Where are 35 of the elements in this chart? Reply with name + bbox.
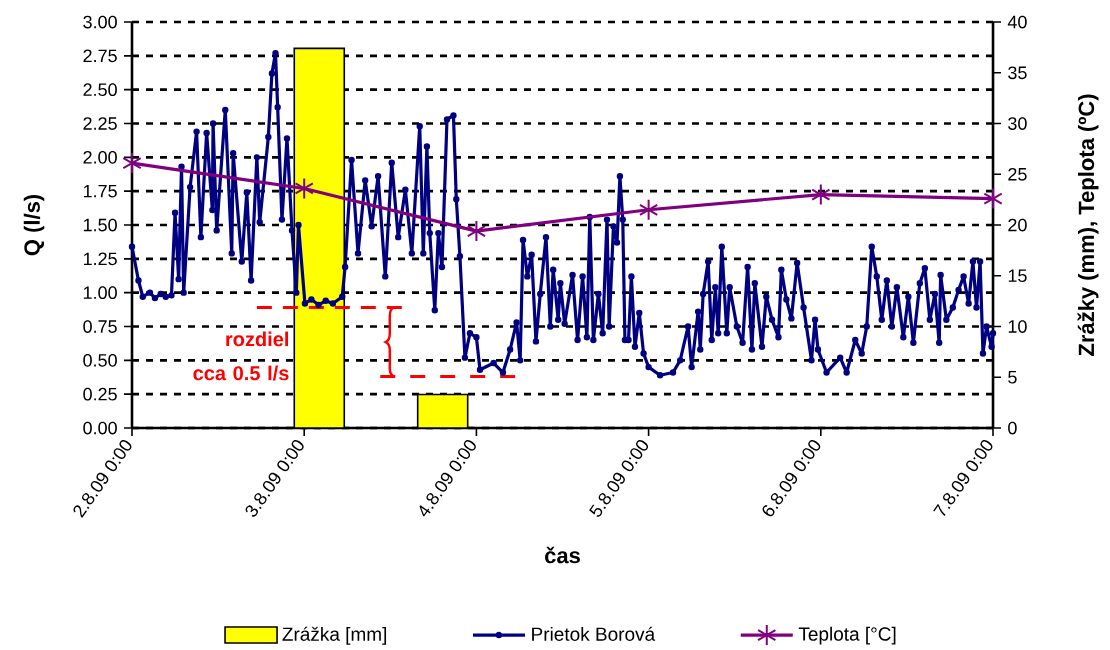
- y-tick-label: 0.00: [83, 421, 117, 435]
- y-axis-title: Q (l/s): [23, 194, 45, 256]
- y-tick-label: 2.75: [83, 49, 117, 63]
- y-tick-label: 3.00: [83, 15, 117, 29]
- y-tick-label: 2.25: [83, 117, 117, 130]
- y-tick-label: 0.25: [83, 387, 117, 401]
- point: [811, 183, 831, 206]
- y-tick-label: 2.50: [83, 83, 117, 97]
- legend-label: Teplota [°C]: [798, 626, 896, 645]
- annotation: rozdiel cca 0.5 l/s: [193, 331, 289, 381]
- y2-tick-label: 5: [1008, 370, 1017, 384]
- point: [122, 152, 142, 175]
- y2-tick-label: 10: [1008, 320, 1027, 333]
- y-tick-label: 1.75: [83, 184, 117, 198]
- point: [294, 177, 314, 200]
- y2-tick-label: 25: [1008, 167, 1027, 181]
- y2-tick-label: 20: [1008, 218, 1027, 232]
- y-tick-label: 2.00: [83, 150, 117, 164]
- x-axis-title: čas: [545, 546, 580, 564]
- y-tick-label: 1.25: [83, 252, 117, 266]
- point: [466, 220, 487, 243]
- y-tick-label: 1.50: [83, 218, 117, 232]
- y2-tick-label: 30: [1008, 117, 1027, 130]
- legend-label: Zrážka [mm]: [282, 626, 387, 645]
- y2-tick-label: 35: [1008, 66, 1027, 80]
- y2-tick-label: 15: [1008, 269, 1027, 283]
- point: [983, 187, 1003, 210]
- legend-label: Prietok Borová: [532, 626, 656, 641]
- y-tick-label: 0.50: [83, 353, 117, 367]
- y2-tick-label: 40: [1007, 15, 1027, 29]
- point: [638, 198, 659, 221]
- y-tick-label: 0.75: [83, 320, 117, 333]
- y2-axis-title: Zrážky (mm), Teplota (ºC): [1077, 94, 1099, 356]
- y-tick-label: 1.00: [83, 286, 117, 300]
- y2-tick-label: 0: [1008, 421, 1017, 435]
